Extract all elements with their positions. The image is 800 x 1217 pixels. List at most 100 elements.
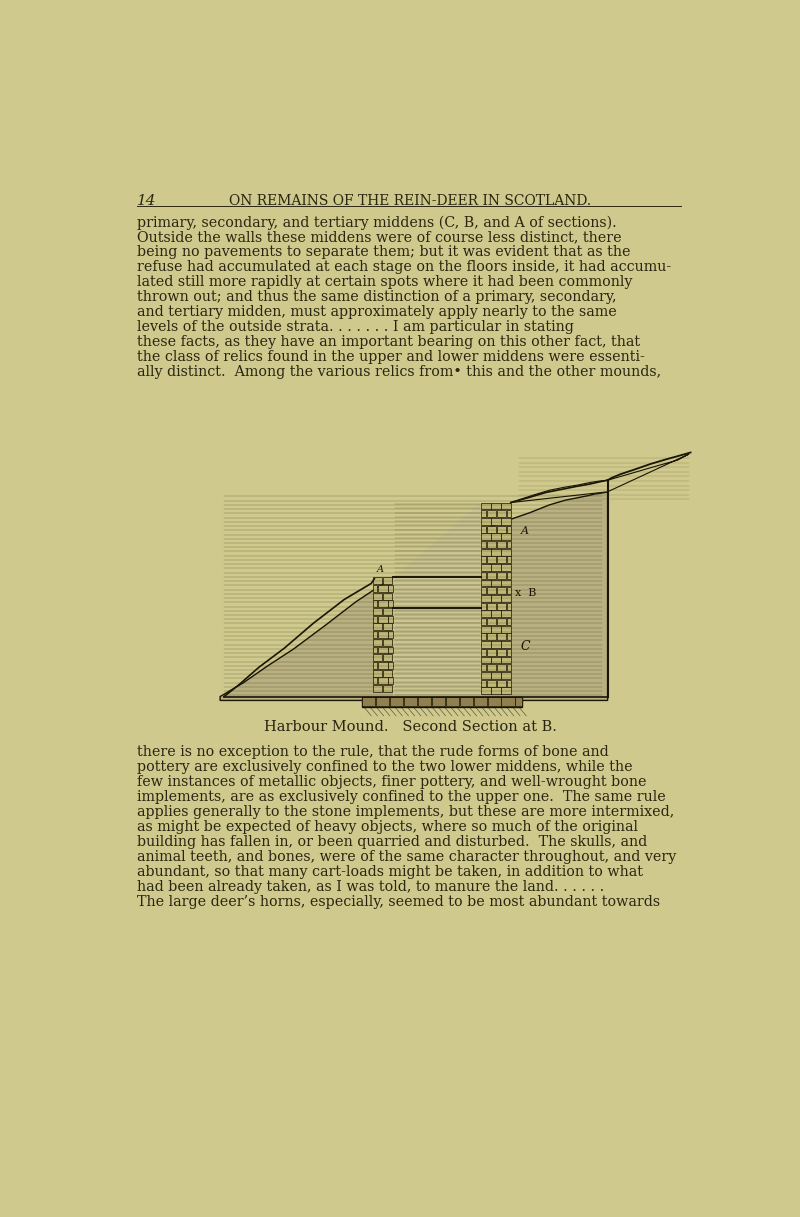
Bar — [491, 533, 501, 540]
Bar — [446, 696, 459, 706]
Bar — [482, 595, 490, 602]
Bar — [507, 649, 510, 656]
Bar — [482, 634, 486, 640]
Bar — [497, 526, 506, 533]
Bar — [497, 634, 506, 640]
Bar — [482, 618, 486, 626]
Bar — [502, 626, 510, 633]
Text: C: C — [521, 640, 530, 654]
Bar — [486, 588, 496, 594]
Bar — [486, 572, 496, 579]
Bar — [373, 608, 382, 615]
Bar — [502, 579, 510, 587]
Bar — [373, 632, 378, 638]
Bar — [507, 526, 510, 533]
Bar — [388, 585, 393, 591]
Bar — [491, 595, 501, 602]
Bar — [502, 672, 510, 679]
Bar — [507, 618, 510, 626]
Bar — [482, 549, 490, 556]
Bar — [502, 641, 510, 649]
Bar — [383, 577, 392, 584]
Bar — [486, 542, 496, 548]
Bar — [486, 510, 496, 517]
Bar — [482, 503, 490, 510]
Bar — [482, 572, 486, 579]
Text: animal teeth, and bones, were of the same character throughout, and very: animal teeth, and bones, were of the sam… — [138, 851, 677, 864]
Bar — [378, 585, 387, 591]
Bar — [388, 646, 393, 654]
Bar — [376, 696, 389, 706]
Text: few instances of metallic objects, finer pottery, and well-wrought bone: few instances of metallic objects, finer… — [138, 775, 646, 789]
Bar — [482, 649, 486, 656]
Text: A: A — [377, 565, 384, 574]
Bar — [373, 655, 382, 661]
Bar — [373, 577, 382, 584]
Bar — [474, 696, 486, 706]
Polygon shape — [510, 454, 689, 503]
Bar — [486, 602, 496, 610]
Bar — [507, 634, 510, 640]
Bar — [482, 533, 490, 540]
Bar — [482, 679, 486, 686]
Bar — [482, 672, 490, 679]
Bar — [491, 626, 501, 633]
Bar — [497, 664, 506, 672]
Text: lated still more rapidly at certain spots where it had been commonly: lated still more rapidly at certain spot… — [138, 275, 633, 290]
Bar — [378, 646, 387, 654]
Bar — [502, 611, 510, 617]
Bar — [383, 655, 392, 661]
Bar — [497, 618, 506, 626]
Bar — [482, 526, 486, 533]
Bar — [482, 518, 490, 525]
Bar — [507, 542, 510, 548]
Bar — [482, 556, 486, 563]
Polygon shape — [220, 492, 608, 701]
Text: refuse had accumulated at each stage on the floors inside, it had accumu-: refuse had accumulated at each stage on … — [138, 260, 671, 274]
Text: these facts, as they have an important bearing on this other fact, that: these facts, as they have an important b… — [138, 336, 640, 349]
Bar — [378, 662, 387, 669]
Bar — [502, 503, 510, 510]
Bar — [482, 542, 486, 548]
Bar — [383, 623, 392, 630]
Bar — [373, 678, 378, 684]
Bar — [373, 616, 378, 623]
Bar — [388, 616, 393, 623]
Bar — [388, 678, 393, 684]
Bar — [497, 649, 506, 656]
Bar — [502, 533, 510, 540]
Bar — [378, 678, 387, 684]
Bar — [497, 556, 506, 563]
Bar — [486, 618, 496, 626]
Bar — [497, 572, 506, 579]
Bar — [486, 634, 496, 640]
Bar — [502, 549, 510, 556]
Text: A: A — [521, 526, 529, 535]
Bar — [491, 565, 501, 571]
Text: x  B: x B — [514, 588, 536, 598]
Text: pottery are exclusively confined to the two lower middens, while the: pottery are exclusively confined to the … — [138, 761, 633, 774]
Text: levels of the outside strata. . . . . . . I am particular in stating: levels of the outside strata. . . . . . … — [138, 320, 574, 335]
Text: implements, are as exclusively confined to the upper one.  The same rule: implements, are as exclusively confined … — [138, 790, 666, 804]
Bar — [502, 595, 510, 602]
Bar — [507, 556, 510, 563]
Bar — [502, 565, 510, 571]
Text: applies generally to the stone implements, but these are more intermixed,: applies generally to the stone implement… — [138, 806, 674, 819]
Bar — [459, 696, 473, 706]
Bar — [507, 510, 510, 517]
Bar — [497, 588, 506, 594]
Bar — [507, 572, 510, 579]
Text: building has fallen in, or been quarried and disturbed.  The skulls, and: building has fallen in, or been quarried… — [138, 835, 647, 849]
Bar — [482, 641, 490, 649]
Bar — [515, 696, 522, 706]
Bar — [383, 593, 392, 600]
Bar — [491, 503, 501, 510]
Bar — [362, 696, 375, 706]
Bar — [373, 600, 378, 607]
Bar — [373, 593, 382, 600]
Polygon shape — [362, 696, 522, 707]
Bar — [491, 688, 501, 694]
Bar — [507, 664, 510, 672]
Bar — [404, 696, 417, 706]
Bar — [497, 542, 506, 548]
